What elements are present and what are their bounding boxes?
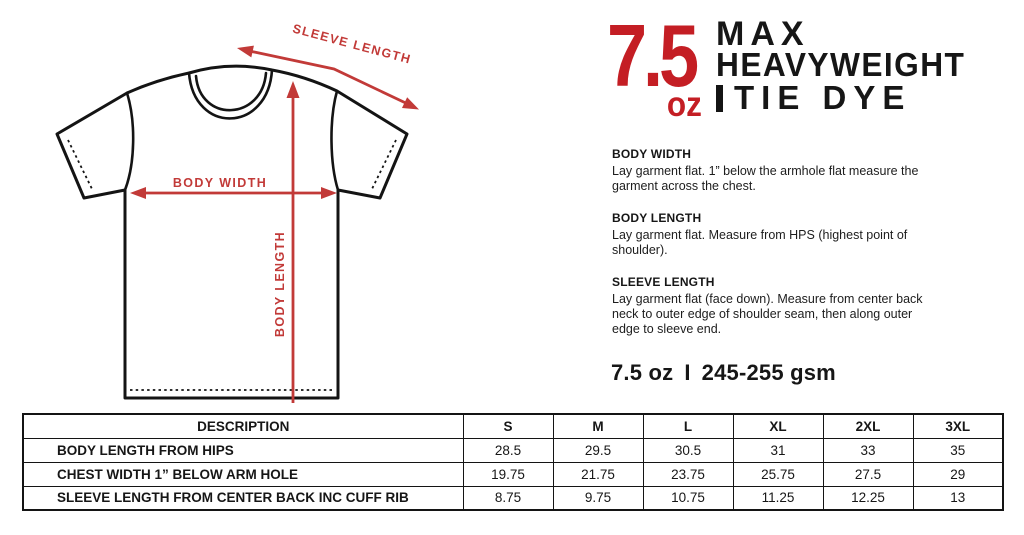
body-width-label: BODY WIDTH — [173, 176, 267, 190]
spec-text: Lay garment flat. 1” below the armhole f… — [612, 164, 919, 194]
spec-body-width: BODY WIDTH Lay garment flat. 1” below th… — [612, 147, 964, 195]
sleeve-length-arrow — [246, 49, 412, 107]
row-label: SLEEVE LENGTH FROM CENTER BACK INC CUFF … — [22, 485, 464, 511]
size-value-cell: 13 — [912, 485, 1004, 511]
logo-weight-number: 7.5 — [607, 6, 699, 105]
armhole-seam-left — [123, 91, 135, 192]
fabric-weight-oz: 7.5 oz — [611, 360, 674, 385]
sleeve-length-label: SLEEVE LENGTH — [291, 22, 413, 67]
column-header-3xl: 3XL — [912, 413, 1004, 439]
fabric-separator: I — [684, 360, 691, 385]
size-value-cell: 25.75 — [732, 461, 824, 487]
arrowhead-up — [286, 81, 300, 98]
arrowhead-right — [321, 187, 337, 199]
size-value-cell: 10.75 — [642, 485, 734, 511]
size-value-cell: 31 — [732, 437, 824, 463]
size-value-cell: 19.75 — [462, 461, 554, 487]
table-row-sleeve-length: SLEEVE LENGTH FROM CENTER BACK INC CUFF … — [22, 485, 1004, 511]
size-value-cell: 21.75 — [552, 461, 644, 487]
column-header-2xl: 2XL — [822, 413, 914, 439]
size-value-cell: 12.25 — [822, 485, 914, 511]
arrowhead-upper-left — [237, 45, 254, 58]
spec-sleeve-length: SLEEVE LENGTH Lay garment flat (face dow… — [612, 275, 964, 338]
spec-text: Lay garment flat (face down). Measure fr… — [612, 291, 923, 337]
column-header-m: M — [552, 413, 644, 439]
logo-tiedye-text: TIE DYE — [734, 79, 912, 116]
logo-text-block: MAX HEAVYWEIGHT TIE DYE — [716, 15, 976, 118]
collar-outer — [187, 68, 274, 120]
size-value-cell: 8.75 — [462, 485, 554, 511]
tshirt-measurement-diagram: BODY WIDTH BODY LENGTH SLEEVE LENGTH — [55, 22, 419, 403]
logo-weight-unit: oz — [666, 85, 702, 124]
arrowhead-left — [130, 187, 146, 199]
size-value-cell: 33 — [822, 437, 914, 463]
size-value-cell: 23.75 — [642, 461, 734, 487]
cuff-stitch-right — [370, 139, 397, 192]
spec-title: SLEEVE LENGTH — [612, 274, 715, 289]
fabric-weight-gsm: 245-255 gsm — [701, 360, 836, 385]
cuff-stitch-left — [67, 139, 94, 192]
tshirt-outline — [55, 64, 409, 400]
row-label: BODY LENGTH FROM HIPS — [22, 437, 464, 463]
fabric-weight-line: 7.5 oz I 245-255 gsm — [611, 360, 836, 386]
size-value-cell: 28.5 — [462, 437, 554, 463]
spec-body-length: BODY LENGTH Lay garment flat. Measure fr… — [612, 211, 964, 259]
size-value-cell: 29 — [912, 461, 1004, 487]
column-header-s: S — [462, 413, 554, 439]
logo-vertical-bar — [716, 84, 723, 112]
size-value-cell: 29.5 — [552, 437, 644, 463]
spec-title: BODY LENGTH — [612, 210, 702, 225]
collar-inner — [194, 71, 268, 112]
size-value-cell: 11.25 — [732, 485, 824, 511]
brand-logo: 7.5 oz MAX HEAVYWEIGHT TIE DYE — [607, 12, 976, 124]
column-header-xl: XL — [732, 413, 824, 439]
size-value-cell: 35 — [912, 437, 1004, 463]
spec-title: BODY WIDTH — [612, 147, 692, 161]
column-header-l: L — [642, 413, 734, 439]
logo-line-heavyweight: HEAVYWEIGHT — [716, 46, 966, 83]
size-value-cell: 9.75 — [552, 485, 644, 511]
size-value-cell: 30.5 — [642, 437, 734, 463]
logo-line-tiedye: TIE DYE — [716, 79, 976, 116]
size-value-cell: 27.5 — [822, 461, 914, 487]
measurement-instructions: BODY WIDTH Lay garment flat. 1” below th… — [612, 147, 964, 354]
table-header-row: DESCRIPTION S M L XL 2XL 3XL — [22, 413, 1004, 439]
table-row-body-length: BODY LENGTH FROM HIPS 28.5 29.5 30.5 31 … — [22, 437, 1004, 463]
row-label: CHEST WIDTH 1” BELOW ARM HOLE — [22, 461, 464, 487]
logo-line-max: MAX — [716, 15, 810, 53]
logo-weight-block: 7.5 oz — [607, 12, 704, 124]
size-chart-table: DESCRIPTION S M L XL 2XL 3XL BODY LENGTH… — [22, 413, 1004, 511]
armhole-seam-right — [330, 89, 340, 192]
body-length-label: BODY LENGTH — [273, 231, 287, 337]
column-header-description: DESCRIPTION — [22, 413, 464, 439]
table-row-chest-width: CHEST WIDTH 1” BELOW ARM HOLE 19.75 21.7… — [22, 461, 1004, 487]
arrowhead-lower-right — [401, 97, 419, 110]
spec-text: Lay garment flat. Measure from HPS (high… — [612, 227, 908, 258]
